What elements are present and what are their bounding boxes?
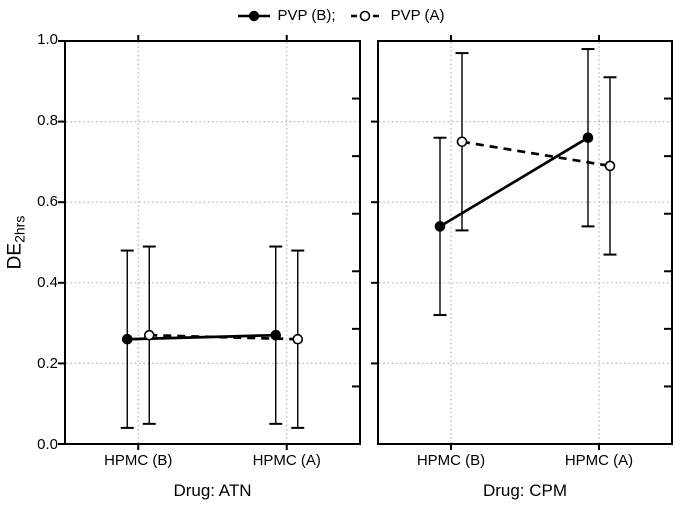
x-tick-label: HPMC (B): [416, 452, 486, 469]
y-tick-label: 0.8: [37, 112, 58, 129]
solid-line-filled-circle-icon: [237, 10, 270, 22]
panel-plot-drug-cpm: [371, 35, 673, 450]
x-tick-labels-atn: HPMC (B) HPMC (A): [64, 452, 361, 472]
x-tick-label: HPMC (A): [564, 452, 634, 469]
y-tick-label: 0.0: [37, 436, 58, 453]
x-tick-labels-cpm: HPMC (B) HPMC (A): [377, 452, 673, 472]
legend-label-pvp-b: PVP (B);: [277, 7, 336, 24]
panel-title-atn: Drug: ATN: [173, 481, 252, 500]
dashed-line-open-circle-icon: [350, 10, 383, 22]
y-tick-label: 0.6: [37, 193, 58, 210]
legend: PVP (B); PVP (A): [0, 4, 681, 28]
legend-item-pvp-a: PVP (A): [350, 7, 445, 25]
y-tick-label: 0.4: [37, 274, 58, 291]
y-axis-title: DE2hrs: [0, 40, 32, 445]
legend-label-pvp-a: PVP (A): [390, 7, 445, 24]
x-tick-label: HPMC (B): [104, 452, 173, 469]
legend-item-pvp-b: PVP (B);: [237, 7, 336, 25]
y-axis-title-text: DE2hrs: [4, 215, 28, 270]
y-tick-label: 1.0: [37, 31, 58, 48]
panel-title-cpm: Drug: CPM: [482, 481, 568, 500]
x-tick-label: HPMC (A): [252, 452, 321, 469]
y-tick-label: 0.2: [37, 355, 58, 372]
panel-plot-drug-atn: [58, 35, 361, 450]
